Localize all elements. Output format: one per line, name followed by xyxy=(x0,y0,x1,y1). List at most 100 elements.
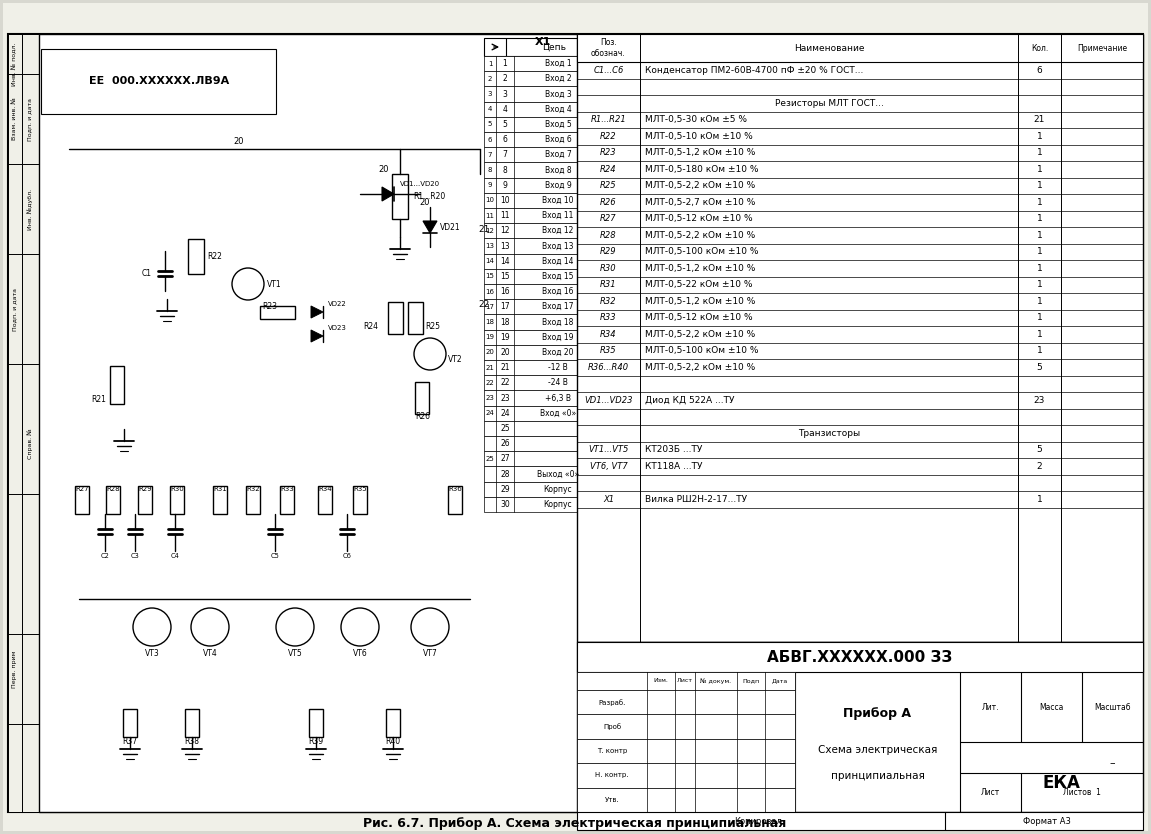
Text: Н. контр.: Н. контр. xyxy=(595,772,628,778)
Bar xyxy=(485,208,602,224)
Text: 21: 21 xyxy=(486,364,495,370)
Text: R22: R22 xyxy=(600,132,617,141)
Text: Поз.
обознач.: Поз. обознач. xyxy=(592,38,626,58)
Bar xyxy=(485,497,602,512)
Text: Изм.: Изм. xyxy=(654,679,669,684)
Text: 1: 1 xyxy=(503,59,508,68)
Text: VD21: VD21 xyxy=(440,223,460,232)
Text: Лист: Лист xyxy=(981,788,1000,797)
Text: R37: R37 xyxy=(122,737,138,746)
Bar xyxy=(485,254,602,269)
Text: 20: 20 xyxy=(420,198,430,207)
Text: Инв. № подл.: Инв. № подл. xyxy=(13,43,17,86)
Text: принципиальная: принципиальная xyxy=(831,771,924,781)
Text: 8: 8 xyxy=(503,165,508,174)
Text: VT1...VT5: VT1...VT5 xyxy=(588,445,628,455)
Text: 3: 3 xyxy=(488,91,493,97)
Bar xyxy=(485,421,602,436)
Text: 15: 15 xyxy=(501,272,510,281)
Text: Вход 13: Вход 13 xyxy=(542,242,573,250)
Text: Конденсатор ПМ2-60В-4700 пФ ±20 % ГОСТ...: Конденсатор ПМ2-60В-4700 пФ ±20 % ГОСТ..… xyxy=(645,66,863,75)
Text: 11: 11 xyxy=(501,211,510,220)
Text: КТ118А ...ТУ: КТ118А ...ТУ xyxy=(645,462,702,470)
Bar xyxy=(188,239,204,274)
Text: 27: 27 xyxy=(501,455,510,464)
Text: R28: R28 xyxy=(600,231,617,239)
Text: 5: 5 xyxy=(1037,363,1043,372)
Text: МЛТ-0,5-2,2 кОм ±10 %: МЛТ-0,5-2,2 кОм ±10 % xyxy=(645,329,755,339)
Text: -24 В: -24 В xyxy=(548,379,567,387)
Text: 1: 1 xyxy=(1037,346,1043,355)
Text: R35: R35 xyxy=(353,486,367,492)
Bar xyxy=(448,486,462,514)
Text: R29: R29 xyxy=(138,486,152,492)
Text: Транзисторы: Транзисторы xyxy=(798,429,860,438)
Text: 16: 16 xyxy=(486,289,495,294)
Bar xyxy=(485,375,602,390)
Text: Корпус: Корпус xyxy=(543,500,572,509)
Bar xyxy=(577,34,1143,62)
Text: 20: 20 xyxy=(486,349,495,355)
Text: X1: X1 xyxy=(603,495,615,504)
Text: R36: R36 xyxy=(448,486,462,492)
Bar xyxy=(392,174,407,219)
Bar xyxy=(485,329,602,344)
Text: МЛТ-0,5-1,2 кОм ±10 %: МЛТ-0,5-1,2 кОм ±10 % xyxy=(645,148,755,158)
Text: +6,3 В: +6,3 В xyxy=(546,394,571,403)
Text: C2: C2 xyxy=(100,553,109,559)
Bar xyxy=(485,147,602,163)
Text: 25: 25 xyxy=(486,456,495,462)
Text: Проб: Проб xyxy=(603,723,622,730)
Text: 22: 22 xyxy=(501,379,510,387)
Text: 10: 10 xyxy=(501,196,510,205)
Text: R24: R24 xyxy=(600,165,617,173)
Text: 6: 6 xyxy=(503,135,508,144)
Bar xyxy=(485,178,602,193)
Text: –: – xyxy=(1110,758,1115,768)
Text: R28: R28 xyxy=(106,486,120,492)
Text: R32: R32 xyxy=(600,297,617,306)
Text: R32: R32 xyxy=(246,486,260,492)
Text: 17: 17 xyxy=(486,304,495,309)
Bar xyxy=(8,34,22,812)
Polygon shape xyxy=(311,330,323,342)
Text: Резисторы МЛТ ГОСТ...: Резисторы МЛТ ГОСТ... xyxy=(775,98,884,108)
Bar xyxy=(39,34,582,812)
Text: R36...R40: R36...R40 xyxy=(588,363,630,372)
Text: X1: X1 xyxy=(535,37,551,47)
Text: VD1...VD23: VD1...VD23 xyxy=(585,396,633,404)
Text: 1: 1 xyxy=(1037,198,1043,207)
Text: R26: R26 xyxy=(416,411,430,420)
Text: Формат А3: Формат А3 xyxy=(1023,816,1070,826)
Text: R25: R25 xyxy=(600,181,617,190)
Text: 5: 5 xyxy=(1037,445,1043,455)
Text: 5: 5 xyxy=(488,122,493,128)
Bar xyxy=(485,390,602,405)
Bar xyxy=(485,117,602,132)
Text: R29: R29 xyxy=(600,247,617,256)
Text: R33: R33 xyxy=(280,486,294,492)
Text: 24: 24 xyxy=(486,410,495,416)
Text: Разраб.: Разраб. xyxy=(599,699,626,706)
Bar xyxy=(485,239,602,254)
Text: Вход 9: Вход 9 xyxy=(544,181,571,189)
Bar xyxy=(407,302,424,334)
Text: Листов  1: Листов 1 xyxy=(1064,788,1102,797)
Text: Вход 19: Вход 19 xyxy=(542,333,573,342)
Bar xyxy=(280,486,294,514)
Text: R34: R34 xyxy=(600,329,617,339)
Text: 1: 1 xyxy=(1037,329,1043,339)
Text: 6: 6 xyxy=(488,137,493,143)
Text: 30: 30 xyxy=(501,500,510,509)
Text: VT4: VT4 xyxy=(203,649,218,657)
Text: Вход 7: Вход 7 xyxy=(544,150,571,159)
Bar xyxy=(485,314,602,329)
Text: 1: 1 xyxy=(1037,181,1043,190)
Text: Вход 11: Вход 11 xyxy=(542,211,573,220)
Text: VT2: VT2 xyxy=(448,354,463,364)
Text: МЛТ-0,5-22 кОм ±10 %: МЛТ-0,5-22 кОм ±10 % xyxy=(645,280,753,289)
Bar xyxy=(485,38,602,56)
Text: 26: 26 xyxy=(501,439,510,448)
Polygon shape xyxy=(382,187,394,201)
Text: 20: 20 xyxy=(501,348,510,357)
